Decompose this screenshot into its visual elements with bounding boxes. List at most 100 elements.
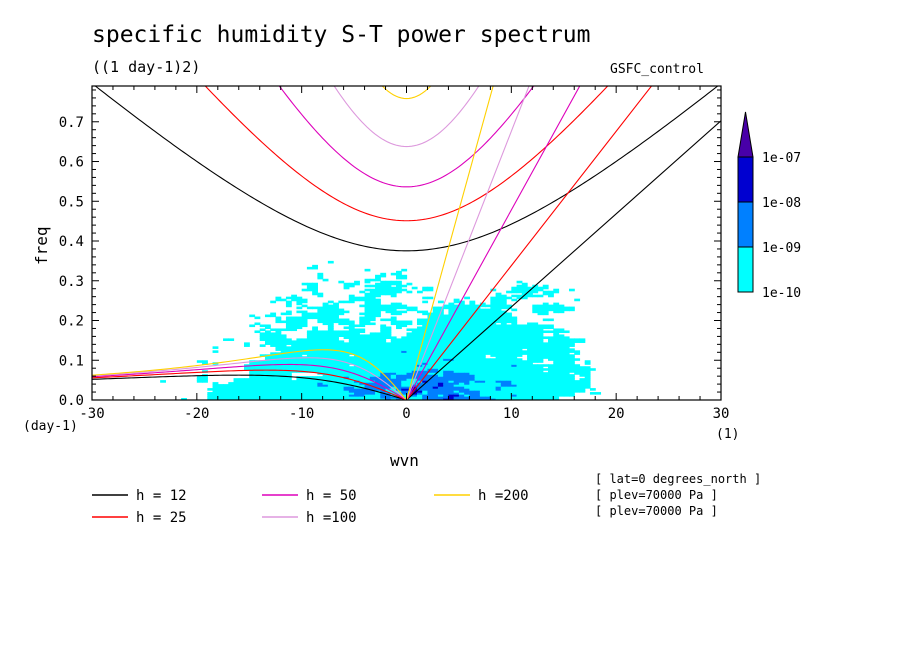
heatmap-cell	[233, 390, 240, 393]
heatmap-cell	[558, 352, 565, 355]
heatmap-cell	[380, 326, 387, 330]
heatmap-cell	[485, 362, 491, 365]
heatmap-cell	[375, 354, 381, 357]
heatmap-cell	[453, 364, 460, 367]
heatmap-cell	[495, 390, 502, 393]
heatmap-cell	[306, 366, 313, 369]
heatmap-cell	[464, 310, 470, 314]
heatmap-cell	[380, 388, 387, 391]
heatmap-cell	[333, 392, 339, 395]
heatmap-cell	[432, 328, 439, 332]
heatmap-cell	[474, 376, 481, 379]
heatmap-cell	[527, 338, 533, 341]
heatmap-cell	[537, 326, 544, 330]
heatmap-cell	[223, 390, 229, 393]
heatmap-cell	[375, 360, 381, 363]
heatmap-cell	[479, 396, 486, 399]
heatmap-cell	[422, 336, 429, 339]
heatmap-cell	[548, 308, 554, 312]
heatmap-cell	[453, 336, 460, 339]
heatmap-cell	[537, 308, 544, 312]
heatmap-cell	[479, 368, 486, 371]
heatmap-cell	[537, 372, 544, 375]
heatmap-cell	[259, 334, 266, 338]
heatmap-cell	[453, 298, 460, 302]
heatmap-cell	[500, 370, 507, 373]
heatmap-cell	[532, 326, 539, 330]
heatmap-cell	[553, 398, 560, 400]
heatmap-cell	[327, 382, 334, 385]
heatmap-cell	[479, 316, 486, 320]
heatmap-cell	[359, 398, 366, 400]
heatmap-cell	[385, 318, 392, 322]
heatmap-cell	[516, 396, 523, 399]
heatmap-cell	[322, 338, 329, 341]
heatmap-cell	[416, 360, 423, 363]
heatmap-cell	[291, 398, 298, 400]
heatmap-cell	[511, 328, 518, 332]
rossby-curve	[92, 357, 407, 400]
heatmap-cell	[301, 342, 308, 345]
heatmap-cell	[291, 392, 298, 395]
heatmap-cell	[548, 330, 554, 334]
heatmap-cell	[511, 338, 518, 341]
heatmap-cell	[443, 358, 450, 361]
heatmap-cell	[542, 388, 549, 391]
heatmap-cell	[385, 328, 392, 332]
heatmap-cell	[396, 384, 402, 387]
heatmap-cell	[464, 356, 470, 359]
heatmap-cell	[558, 374, 565, 377]
heatmap-cell	[568, 370, 575, 373]
heatmap-cell	[317, 358, 324, 361]
heatmap-cell	[443, 320, 450, 324]
heatmap-cell	[364, 334, 371, 338]
heatmap-cell	[458, 320, 465, 324]
heatmap-cell	[500, 366, 507, 369]
heatmap-cell	[474, 388, 481, 391]
heatmap-cell	[359, 352, 366, 355]
heatmap-cell	[448, 380, 455, 383]
heatmap-cell	[291, 316, 298, 320]
heatmap-cell	[264, 338, 271, 341]
heatmap-cell	[291, 360, 298, 363]
heatmap-cell	[275, 342, 282, 345]
rossby-curve	[92, 374, 407, 400]
heatmap-cell	[327, 318, 334, 322]
heatmap-cell	[354, 392, 360, 395]
heatmap-cell	[385, 290, 392, 294]
heatmap-cell	[553, 394, 560, 397]
heatmap-cell	[469, 386, 476, 389]
heatmap-cell	[375, 372, 381, 375]
heatmap-cell	[364, 378, 371, 381]
heatmap-cell	[532, 352, 539, 355]
heatmap-cell	[422, 300, 429, 304]
heatmap-cell	[516, 354, 523, 357]
heatmap-cell	[532, 390, 539, 393]
heatmap-cell	[380, 330, 387, 334]
heatmap-cell	[495, 306, 502, 310]
heatmap-cell	[380, 344, 387, 347]
heatmap-cell	[380, 398, 387, 400]
heatmap-cell	[285, 304, 292, 308]
heatmap-cell	[369, 350, 376, 353]
heatmap-cell	[359, 358, 366, 361]
heatmap-cell	[396, 372, 402, 375]
legend-label: h =100	[306, 510, 357, 526]
heatmap-cell	[296, 340, 303, 343]
heatmap-cell	[453, 322, 460, 326]
heatmap-cell	[416, 396, 423, 399]
heatmap-cell	[244, 380, 250, 383]
kelvin-curve	[406, 86, 581, 400]
heatmap-cell	[553, 370, 560, 373]
heatmap-cell	[537, 394, 544, 397]
heatmap-cell	[437, 316, 444, 320]
heatmap-cell	[568, 394, 575, 397]
heatmap-cell	[485, 374, 491, 377]
heatmap-cell	[270, 382, 277, 385]
heatmap-cells	[160, 260, 602, 400]
heatmap-cell	[411, 390, 418, 393]
heatmap-cell	[437, 314, 444, 318]
heatmap-cell	[516, 350, 523, 353]
heatmap-cell	[568, 348, 575, 351]
heatmap-cell	[563, 392, 570, 395]
